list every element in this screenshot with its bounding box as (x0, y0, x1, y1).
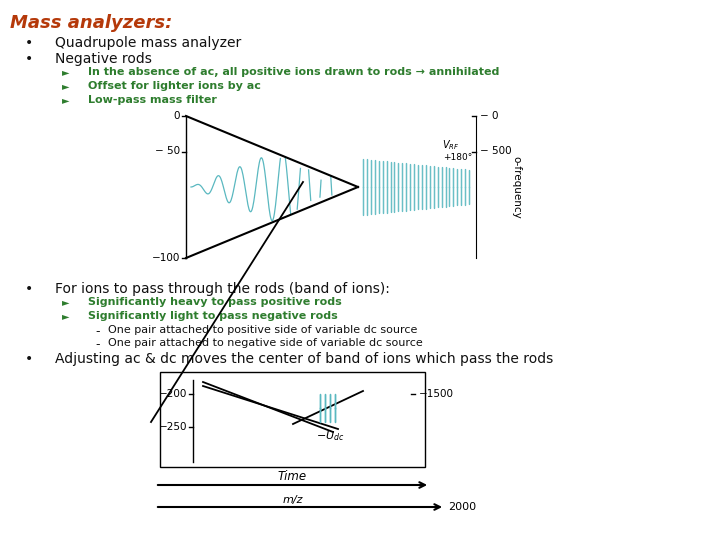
Text: Significantly light to pass negative rods: Significantly light to pass negative rod… (88, 311, 338, 321)
Text: -: - (95, 338, 99, 351)
Text: − 50: − 50 (155, 146, 180, 157)
Text: Low-pass mass filter: Low-pass mass filter (88, 95, 217, 105)
Text: ►: ► (62, 81, 70, 91)
Text: $-U_{dc}$: $-U_{dc}$ (315, 429, 344, 443)
Text: m/z: m/z (282, 495, 302, 505)
Text: In the absence of ac, all positive ions drawn to rods → annihilated: In the absence of ac, all positive ions … (88, 67, 500, 77)
Text: ►: ► (62, 67, 70, 77)
Text: 0: 0 (174, 111, 180, 121)
Text: +180°: +180° (444, 153, 472, 162)
Text: •: • (25, 352, 33, 366)
Text: -: - (95, 325, 99, 338)
Text: Mass analyzers:: Mass analyzers: (10, 14, 172, 32)
Text: o-frequency: o-frequency (511, 156, 521, 218)
Text: •: • (25, 36, 33, 50)
Text: Offset for lighter ions by ac: Offset for lighter ions by ac (88, 81, 261, 91)
Text: −1500: −1500 (419, 389, 454, 399)
Text: One pair attached to positive side of variable dc source: One pair attached to positive side of va… (108, 325, 418, 335)
Text: Negative rods: Negative rods (55, 52, 152, 66)
Text: •: • (25, 52, 33, 66)
Text: − 0: − 0 (480, 111, 498, 121)
Text: 2000: 2000 (448, 502, 476, 512)
Bar (158, 108, 528, 266)
Text: Quadrupole mass analyzer: Quadrupole mass analyzer (55, 36, 241, 50)
Text: ►: ► (62, 95, 70, 105)
Bar (160, 372, 425, 467)
Text: −100: −100 (152, 253, 180, 263)
Text: ►: ► (62, 311, 70, 321)
Text: −250: −250 (158, 422, 187, 432)
Text: Adjusting ac & dc moves the center of band of ions which pass the rods: Adjusting ac & dc moves the center of ba… (55, 352, 553, 366)
Text: One pair attached to negative side of variable dc source: One pair attached to negative side of va… (108, 338, 423, 348)
Text: $V_{RF}$: $V_{RF}$ (442, 139, 459, 152)
Text: For ions to pass through the rods (band of ions):: For ions to pass through the rods (band … (55, 282, 390, 296)
Text: −200: −200 (158, 389, 187, 399)
Text: ►: ► (62, 297, 70, 307)
Text: Significantly heavy to pass positive rods: Significantly heavy to pass positive rod… (88, 297, 342, 307)
Text: Time: Time (278, 470, 307, 483)
Text: − 500: − 500 (480, 146, 512, 157)
Text: •: • (25, 282, 33, 296)
